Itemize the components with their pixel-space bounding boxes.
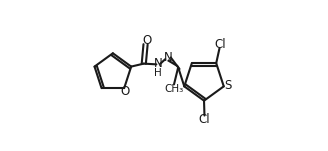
Text: H: H (154, 67, 162, 77)
Text: N: N (163, 51, 172, 64)
Text: O: O (143, 34, 152, 47)
Text: Cl: Cl (199, 113, 210, 127)
Text: O: O (120, 85, 130, 98)
Text: N: N (154, 57, 163, 70)
Text: Cl: Cl (215, 38, 226, 51)
Text: CH₃: CH₃ (164, 84, 184, 94)
Text: S: S (224, 79, 232, 92)
